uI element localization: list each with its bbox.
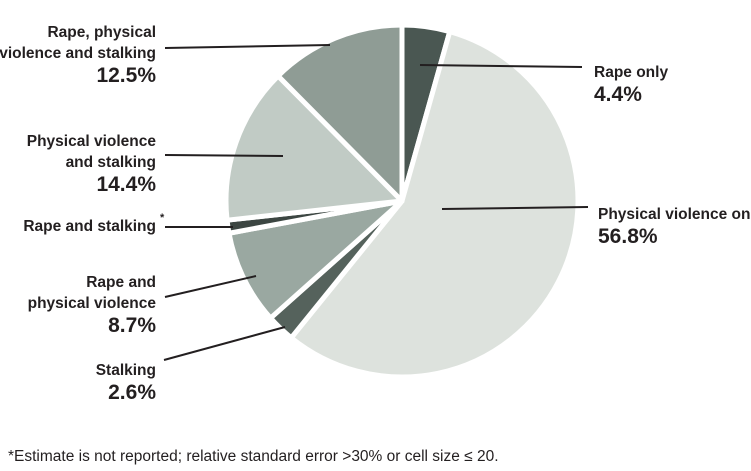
pie-slices [223, 22, 581, 380]
slice-value-rape-only: 4.4% [594, 83, 642, 106]
pie-slice-physical-violence-only [288, 29, 581, 380]
slice-name-rape-only: Rape only [594, 64, 668, 81]
slice-value-physical-violence-and-stalking: 14.4% [96, 173, 156, 196]
slice-name-physical-violence-and-stalking-line-1: Physical violence [27, 133, 157, 150]
slice-name-rape-physical-violence-and-stalking-line-2: violence and stalking [0, 45, 156, 62]
leader-line-physical-violence-only [441, 206, 589, 210]
pie-slice-physical-violence-and-stalking [223, 73, 405, 223]
slice-name-rape-physical-violence-and-stalking-line-1: Rape, physical [47, 24, 156, 41]
slice-label-rape-and-physical-violence: Rape and physical violence 8.7% [28, 274, 257, 337]
slice-label-stalking: Stalking 2.6% [96, 326, 286, 404]
slice-label-rape-physical-violence-and-stalking: Rape, physical violence and stalking 12.5% [0, 24, 331, 87]
slice-name-rape-and-physical-violence-line-2: physical violence [28, 295, 157, 312]
slice-name-physical-violence-and-stalking-line-2: and stalking [66, 154, 156, 171]
leader-line-rape-only [419, 64, 583, 68]
leader-line-rape-and-physical-violence [164, 275, 257, 298]
slice-label-rape-and-stalking: Rape and stalking * [23, 212, 233, 235]
slice-value-physical-violence-only: 56.8% [598, 225, 658, 248]
slice-value-rape-and-physical-violence: 8.7% [108, 314, 156, 337]
slice-label-physical-violence-only: Physical violence only 56.8% [441, 206, 751, 248]
slice-label-physical-violence-and-stalking: Physical violence and stalking 14.4% [27, 133, 284, 196]
footnote: *Estimate is not reported; relative stan… [8, 448, 499, 465]
leader-line-rape-physical-violence-and-stalking [164, 44, 331, 49]
slice-label-rape-only: Rape only 4.4% [419, 64, 668, 106]
slice-name-physical-violence-only: Physical violence only [598, 206, 751, 223]
slice-name-rape-and-stalking: Rape and stalking [23, 218, 156, 235]
slice-name-rape-and-physical-violence-line-1: Rape and [86, 274, 156, 291]
pie-slice-rape-physical-violence-and-stalking [275, 22, 405, 204]
slice-name-stalking: Stalking [96, 362, 156, 379]
leader-line-physical-violence-and-stalking [164, 154, 284, 157]
slice-value-rape-physical-violence-and-stalking: 12.5% [96, 64, 156, 87]
footnote-marker: * [160, 212, 165, 224]
slice-value-stalking: 2.6% [108, 381, 156, 404]
pie-chart: Rape only 4.4% Physical violence only 56.8%… [0, 22, 751, 404]
leader-line-stalking [163, 326, 286, 361]
